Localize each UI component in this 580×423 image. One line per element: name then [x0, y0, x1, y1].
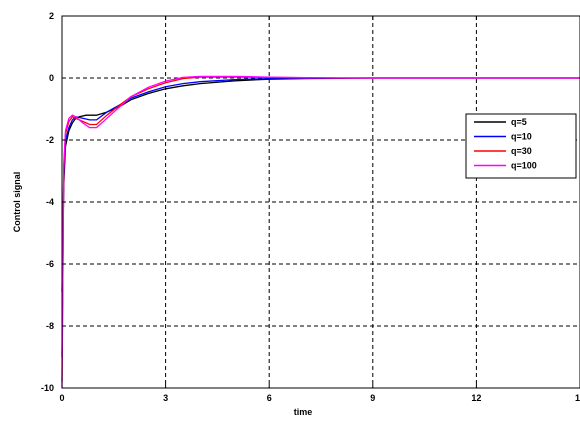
legend-label: q=30: [511, 146, 532, 156]
x-tick-label: 3: [163, 393, 168, 403]
y-tick-label: 2: [49, 11, 54, 21]
x-tick-label: 0: [59, 393, 64, 403]
series-lines: [61, 75, 580, 389]
y-tick-label: -2: [46, 135, 54, 145]
series-line-q-5: [61, 77, 580, 292]
tick-labels: 0 3 6 9 12 15 -10 -8 -6 -4 -2 0 2: [41, 11, 580, 403]
grid: [62, 16, 580, 388]
y-axis-label: Control signal: [12, 172, 22, 233]
x-axis-label: time: [294, 407, 313, 417]
y-tick-label: -4: [46, 197, 54, 207]
y-tick-label: -8: [46, 321, 54, 331]
legend-label: q=10: [511, 132, 532, 142]
x-tick-label: 9: [370, 393, 375, 403]
legend-label: q=100: [511, 161, 537, 171]
y-tick-label: -6: [46, 259, 54, 269]
x-tick-label: 15: [575, 393, 580, 403]
series-line-q-100: [61, 75, 580, 389]
y-tick-label: 0: [49, 73, 54, 83]
x-tick-label: 6: [267, 393, 272, 403]
legend: q=5 q=10 q=30 q=100: [465, 113, 577, 179]
legend-box: [465, 113, 577, 179]
legend-label: q=5: [511, 117, 527, 127]
x-tick-label: 12: [471, 393, 481, 403]
y-tick-label: -10: [41, 383, 54, 393]
